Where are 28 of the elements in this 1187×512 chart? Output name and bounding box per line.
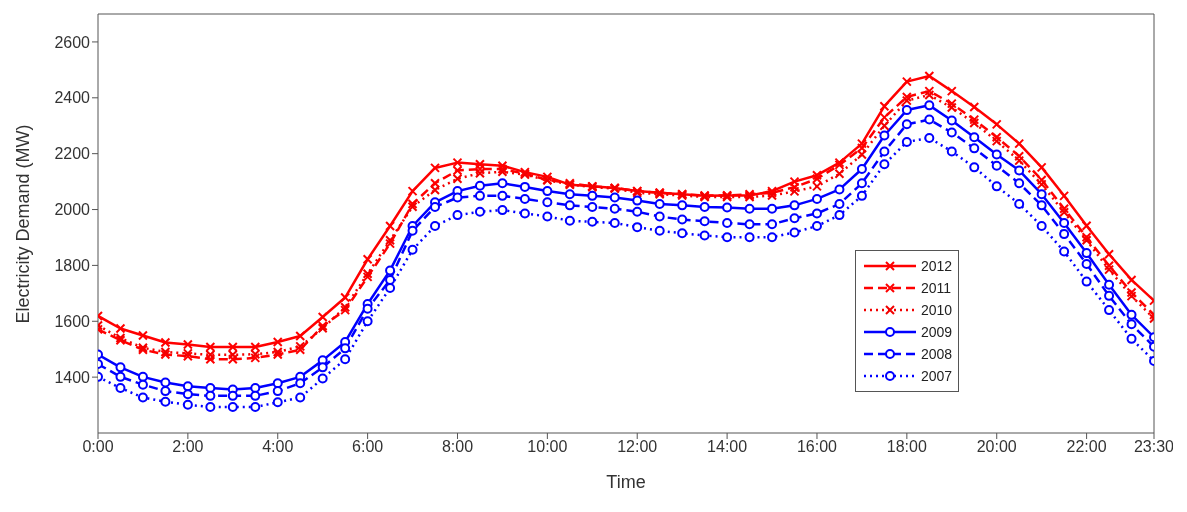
y-axis-title: Electricity Demand (MW)	[13, 124, 34, 324]
y-tick-label: 2200	[54, 145, 91, 163]
x-tick-label: 16:00	[796, 438, 838, 456]
legend-label: 2011	[921, 280, 952, 296]
x-tick-label: 12:00	[617, 438, 658, 456]
x-tick-label: 8:00	[441, 438, 474, 456]
x-tick-label: 23:30	[1133, 438, 1175, 456]
legend-label: 2007	[921, 368, 953, 384]
legend-label: 2010	[921, 302, 953, 318]
x-tick-label: 2:00	[172, 438, 204, 456]
x-tick-label: 10:00	[527, 438, 568, 456]
x-tick-label: 0:00	[82, 438, 114, 456]
y-tick-label: 2400	[54, 89, 91, 107]
x-tick-label: 20:00	[976, 438, 1017, 456]
x-tick-label: 22:00	[1066, 438, 1107, 456]
y-tick-label: 2600	[54, 33, 91, 51]
legend-label: 2008	[921, 346, 953, 362]
x-tick-label: 18:00	[886, 438, 927, 456]
y-tick-label: 1600	[54, 312, 91, 330]
y-tick-label: 2000	[54, 201, 91, 219]
x-tick-label: 4:00	[262, 438, 294, 456]
legend-label: 2009	[921, 324, 953, 340]
y-tick-label: 1800	[54, 257, 91, 275]
x-tick-label: 6:00	[352, 438, 384, 456]
x-axis-title: Time	[606, 472, 646, 492]
y-tick-label: 1400	[54, 368, 91, 386]
x-tick-label: 14:00	[707, 438, 748, 456]
legend-label: 2012	[921, 258, 953, 274]
